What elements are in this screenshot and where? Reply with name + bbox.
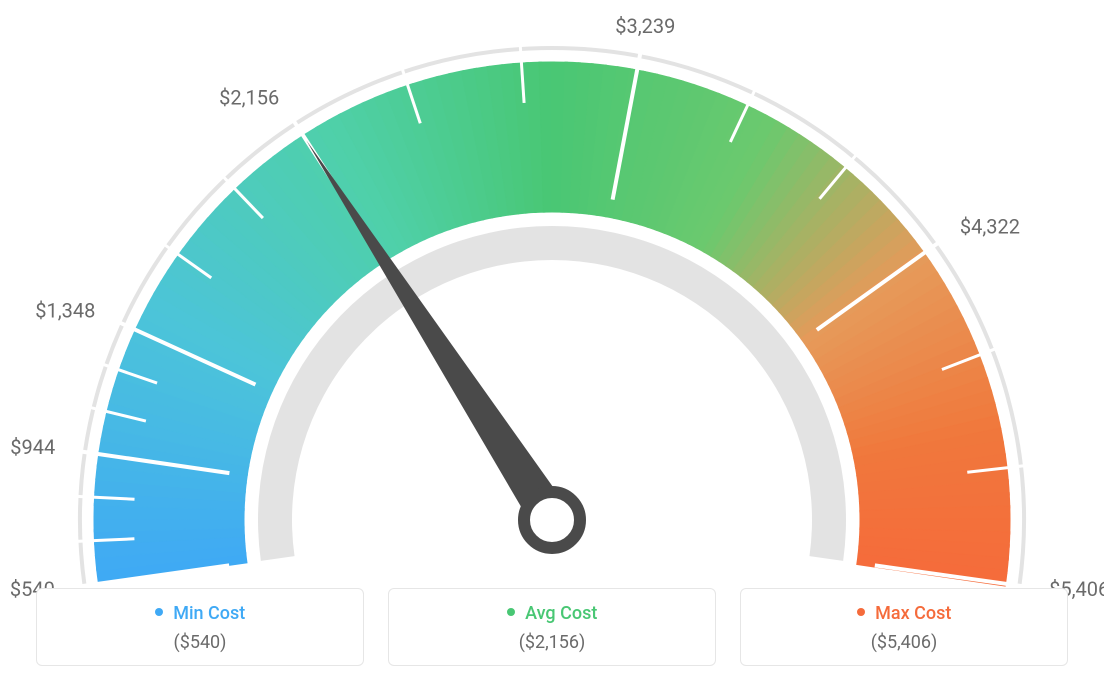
legend-max-title: Max Cost (749, 603, 1059, 624)
legend-min-dot (155, 608, 163, 616)
legend-avg-label: Avg Cost (525, 603, 597, 624)
legend-avg-title: Avg Cost (397, 603, 707, 624)
legend-card-avg: Avg Cost ($2,156) (388, 588, 716, 666)
gauge-tick-label: $944 (10, 435, 55, 459)
gauge-tick-label: $4,322 (960, 214, 1020, 238)
legend-max-value: ($5,406) (749, 632, 1059, 653)
legend-avg-dot (507, 608, 515, 616)
legend-card-max: Max Cost ($5,406) (740, 588, 1068, 666)
gauge-tick-label: $2,156 (219, 86, 279, 110)
legend-row: Min Cost ($540) Avg Cost ($2,156) Max Co… (0, 588, 1104, 666)
legend-min-title: Min Cost (45, 603, 355, 624)
gauge-chart-container: $540$944$1,348$2,156$3,239$4,322$5,406 M… (0, 0, 1104, 690)
legend-card-min: Min Cost ($540) (36, 588, 364, 666)
gauge-svg: $540$944$1,348$2,156$3,239$4,322$5,406 (0, 0, 1104, 690)
gauge-needle-hub (524, 492, 580, 548)
gauge-tick-label: $1,348 (35, 298, 95, 322)
legend-max-label: Max Cost (875, 603, 951, 624)
legend-min-value: ($540) (45, 632, 355, 653)
legend-max-dot (857, 608, 865, 616)
legend-min-label: Min Cost (173, 603, 245, 624)
gauge-tick-label: $3,239 (615, 14, 675, 38)
legend-avg-value: ($2,156) (397, 632, 707, 653)
